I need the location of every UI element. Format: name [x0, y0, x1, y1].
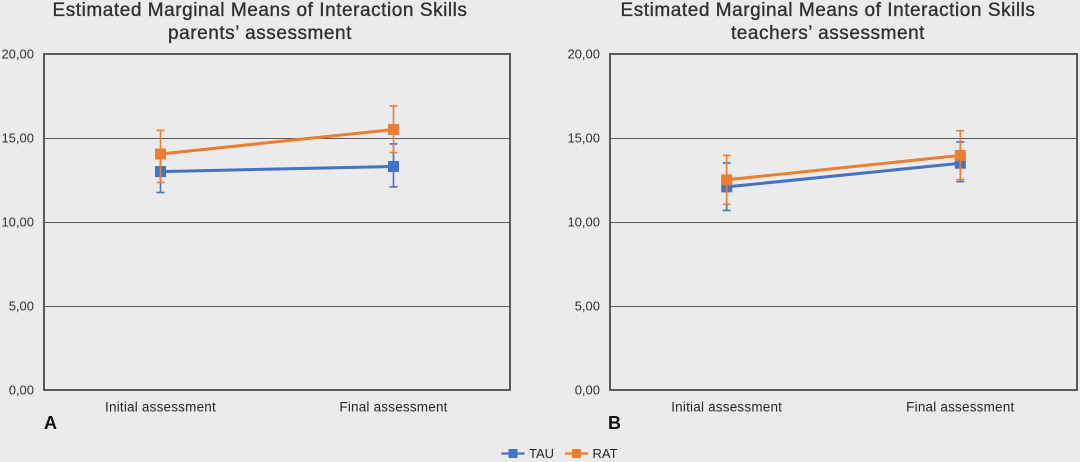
svg-text:15,00: 15,00: [567, 131, 600, 146]
svg-text:0,00: 0,00: [9, 383, 34, 398]
svg-text:Estimated Marginal Means of In: Estimated Marginal Means of Interaction …: [53, 0, 468, 21]
svg-text:parents’ assessment: parents’ assessment: [168, 23, 352, 44]
svg-text:Final assessment: Final assessment: [339, 400, 447, 415]
svg-text:15,00: 15,00: [1, 131, 34, 146]
svg-text:20,00: 20,00: [567, 47, 600, 62]
svg-text:teachers’ assessment: teachers’ assessment: [731, 23, 925, 44]
svg-text:0,00: 0,00: [575, 383, 600, 398]
svg-text:5,00: 5,00: [9, 299, 34, 314]
svg-text:Initial assessment: Initial assessment: [671, 400, 782, 415]
svg-text:TAU: TAU: [529, 446, 554, 461]
svg-text:Initial assessment: Initial assessment: [105, 400, 216, 415]
svg-text:20,00: 20,00: [1, 47, 34, 62]
svg-text:Estimated Marginal Means of In: Estimated Marginal Means of Interaction …: [621, 0, 1036, 21]
svg-text:A: A: [44, 413, 57, 433]
svg-text:RAT: RAT: [593, 446, 618, 461]
svg-text:5,00: 5,00: [575, 299, 600, 314]
svg-text:Final assessment: Final assessment: [906, 400, 1014, 415]
svg-text:10,00: 10,00: [1, 215, 34, 230]
svg-text:B: B: [608, 413, 621, 433]
svg-text:10,00: 10,00: [567, 215, 600, 230]
